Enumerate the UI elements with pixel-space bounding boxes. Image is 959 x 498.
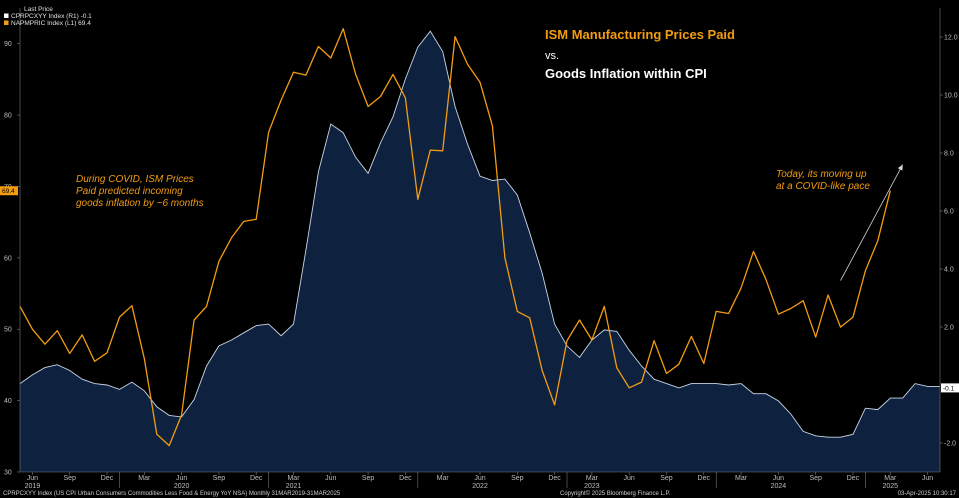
footer-timestamp: 03-Apr-2025 10:30:17 (898, 491, 957, 497)
x-month-label: Dec (847, 475, 860, 482)
legend-label: CPRPCXYY Index (R1) -0.1 (11, 13, 92, 20)
trend-arrow-head (897, 164, 903, 171)
footer-source: CPRPCXYY Index (US CPI Urban Consumers C… (3, 491, 341, 497)
annotation-today-line: Today, its moving up (776, 169, 867, 180)
x-month-label: Mar (287, 475, 300, 482)
x-month-label: Sep (809, 475, 822, 482)
left-last-value-text: 69.4 (2, 188, 15, 195)
left-tick-label: 60 (4, 255, 12, 262)
line-layer (19, 28, 904, 447)
x-month-label: Dec (698, 475, 711, 482)
left-tick-label: 50 (4, 327, 12, 334)
x-month-label: Mar (884, 475, 897, 482)
left-last-value-tag (0, 186, 18, 196)
legend-swatch (4, 13, 9, 18)
x-month-label: Sep (63, 475, 76, 482)
x-month-label: Jun (922, 475, 933, 482)
right-last-value-text: -0.1 (943, 385, 955, 392)
x-year-label: 2022 (472, 483, 488, 490)
series-area-fill (20, 31, 940, 472)
x-month-label: Mar (437, 475, 450, 482)
x-month-label: Jun (27, 475, 38, 482)
chart-title-vs: vs. (545, 50, 559, 62)
right-tick-label: 6.0 (944, 209, 954, 216)
x-month-label: Dec (101, 475, 114, 482)
x-month-label: Sep (362, 475, 375, 482)
x-month-label: Dec (399, 475, 412, 482)
right-tick-label: 12.0 (944, 35, 958, 42)
axes-layer: 3040506070809069.4-2.02.04.06.08.010.012… (0, 8, 959, 490)
annotation-covid-line: During COVID, ISM Prices (76, 174, 194, 185)
x-month-label: Jun (325, 475, 336, 482)
x-month-label: Jun (624, 475, 635, 482)
right-tick-label: 2.0 (944, 325, 954, 332)
left-tick-label: 40 (4, 398, 12, 405)
trend-arrow (840, 164, 904, 281)
series-line-ism (19, 28, 891, 447)
right-tick-label: 8.0 (944, 151, 954, 158)
legend-label: NAPMPRIC Index (L1) 69.4 (11, 20, 91, 27)
x-month-label: Sep (213, 475, 226, 482)
x-month-label: Jun (176, 475, 187, 482)
x-year-label: 2019 (25, 483, 41, 490)
x-month-label: Jun (773, 475, 784, 482)
right-last-value-tag (941, 383, 959, 393)
x-year-label: 2024 (771, 483, 787, 490)
x-year-label: 2020 (174, 483, 190, 490)
x-month-label: Mar (138, 475, 151, 482)
annotation-today-line: at a COVID-like pace (776, 181, 870, 192)
x-month-label: Jun (474, 475, 485, 482)
left-tick-label: 80 (4, 113, 12, 120)
left-tick-label: 30 (4, 470, 12, 477)
x-month-label: Sep (511, 475, 524, 482)
x-year-label: 2025 (882, 483, 898, 490)
x-month-label: Mar (735, 475, 748, 482)
annotation-covid-line: Paid predicted incoming (76, 186, 183, 197)
x-year-label: 2021 (286, 483, 302, 490)
x-month-label: Dec (548, 475, 561, 482)
area-layer (19, 30, 940, 472)
annotation-covid-line: goods inflation by ~6 months (76, 198, 204, 209)
footer-copyright: Copyright© 2025 Bloomberg Finance L.P. (560, 490, 671, 497)
legend-swatch (4, 20, 9, 25)
x-month-label: Dec (250, 475, 263, 482)
series-line-cpi (19, 30, 940, 438)
x-month-label: Sep (660, 475, 673, 482)
left-tick-label: 90 (4, 41, 12, 48)
right-tick-label: -2.0 (944, 441, 956, 448)
x-year-label: 2023 (584, 483, 600, 490)
x-month-label: Mar (586, 475, 599, 482)
right-tick-label: 10.0 (944, 93, 958, 100)
chart-subtitle: Goods Inflation within CPI (545, 66, 707, 81)
legend-title: Last Price (24, 6, 53, 13)
right-tick-label: 4.0 (944, 267, 954, 274)
chart-title: ISM Manufacturing Prices Paid (545, 27, 735, 42)
